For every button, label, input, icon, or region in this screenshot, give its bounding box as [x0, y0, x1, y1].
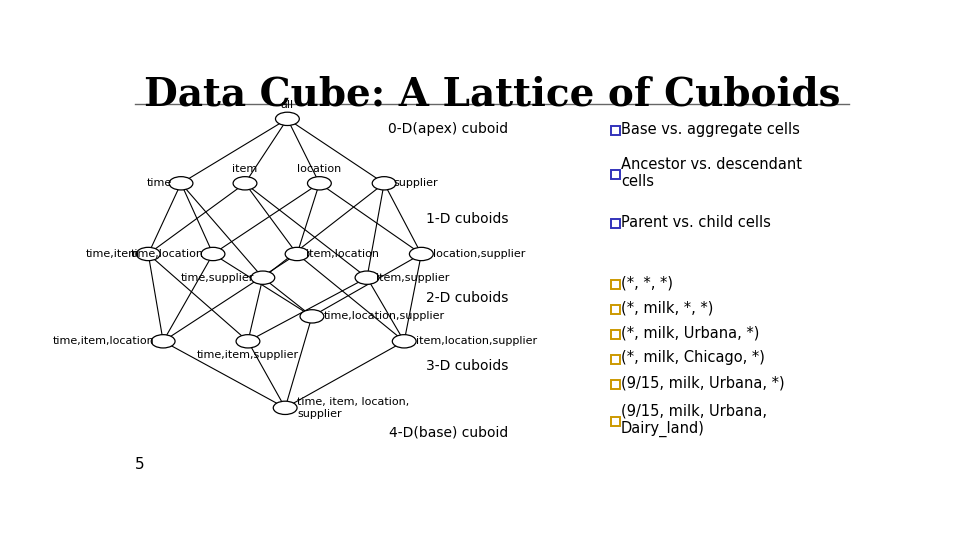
Circle shape [274, 401, 297, 415]
Text: (9/15, milk, Urbana,
Dairy_land): (9/15, milk, Urbana, Dairy_land) [621, 403, 767, 437]
Circle shape [251, 271, 275, 285]
Text: 1-D cuboids: 1-D cuboids [426, 212, 509, 226]
Circle shape [409, 247, 433, 261]
FancyBboxPatch shape [611, 126, 620, 135]
Text: (*, *, *): (*, *, *) [621, 275, 673, 291]
Text: time,location: time,location [132, 249, 204, 259]
Text: time, item, location,
supplier: time, item, location, supplier [297, 397, 409, 418]
Text: item,location: item,location [306, 249, 379, 259]
Circle shape [307, 177, 331, 190]
FancyBboxPatch shape [611, 355, 620, 363]
Text: supplier: supplier [393, 178, 438, 188]
Text: Parent vs. child cells: Parent vs. child cells [621, 215, 771, 230]
Text: 3-D cuboids: 3-D cuboids [426, 359, 509, 373]
FancyBboxPatch shape [611, 329, 620, 339]
Circle shape [152, 335, 175, 348]
Text: time,item: time,item [85, 249, 139, 259]
FancyBboxPatch shape [611, 380, 620, 388]
Circle shape [169, 177, 193, 190]
Circle shape [201, 247, 225, 261]
Text: (9/15, milk, Urbana, *): (9/15, milk, Urbana, *) [621, 375, 784, 390]
Circle shape [372, 177, 396, 190]
Text: item,location,supplier: item,location,supplier [416, 336, 538, 346]
Text: 0-D(apex) cuboid: 0-D(apex) cuboid [388, 122, 509, 136]
Text: Base vs. aggregate cells: Base vs. aggregate cells [621, 122, 800, 137]
Text: time,location,supplier: time,location,supplier [324, 312, 445, 321]
FancyBboxPatch shape [611, 417, 620, 426]
Text: 2-D cuboids: 2-D cuboids [426, 291, 509, 305]
Circle shape [355, 271, 379, 285]
Text: all: all [281, 100, 294, 110]
Text: (*, milk, *, *): (*, milk, *, *) [621, 301, 713, 315]
Text: item,supplier: item,supplier [376, 273, 449, 282]
Circle shape [136, 247, 160, 261]
Circle shape [233, 177, 257, 190]
FancyBboxPatch shape [611, 305, 620, 314]
FancyBboxPatch shape [611, 170, 620, 179]
Text: location: location [298, 164, 342, 174]
Text: time,supplier: time,supplier [180, 273, 253, 282]
Text: 5: 5 [134, 457, 145, 472]
Text: time: time [147, 178, 172, 188]
Text: Data Cube: A Lattice of Cuboids: Data Cube: A Lattice of Cuboids [144, 75, 840, 113]
Circle shape [393, 335, 416, 348]
Text: (*, milk, Chicago, *): (*, milk, Chicago, *) [621, 350, 765, 366]
Circle shape [276, 112, 300, 125]
Circle shape [285, 247, 309, 261]
Text: time,item,location: time,item,location [53, 336, 155, 346]
Text: (*, milk, Urbana, *): (*, milk, Urbana, *) [621, 326, 759, 341]
Text: 4-D(base) cuboid: 4-D(base) cuboid [389, 426, 509, 440]
Text: item: item [232, 164, 257, 174]
Text: Ancestor vs. descendant
cells: Ancestor vs. descendant cells [621, 157, 803, 189]
Circle shape [300, 310, 324, 323]
Circle shape [236, 335, 260, 348]
FancyBboxPatch shape [611, 280, 620, 289]
FancyBboxPatch shape [611, 219, 620, 228]
Text: time,item,supplier: time,item,supplier [197, 350, 299, 361]
Text: location,supplier: location,supplier [433, 249, 525, 259]
